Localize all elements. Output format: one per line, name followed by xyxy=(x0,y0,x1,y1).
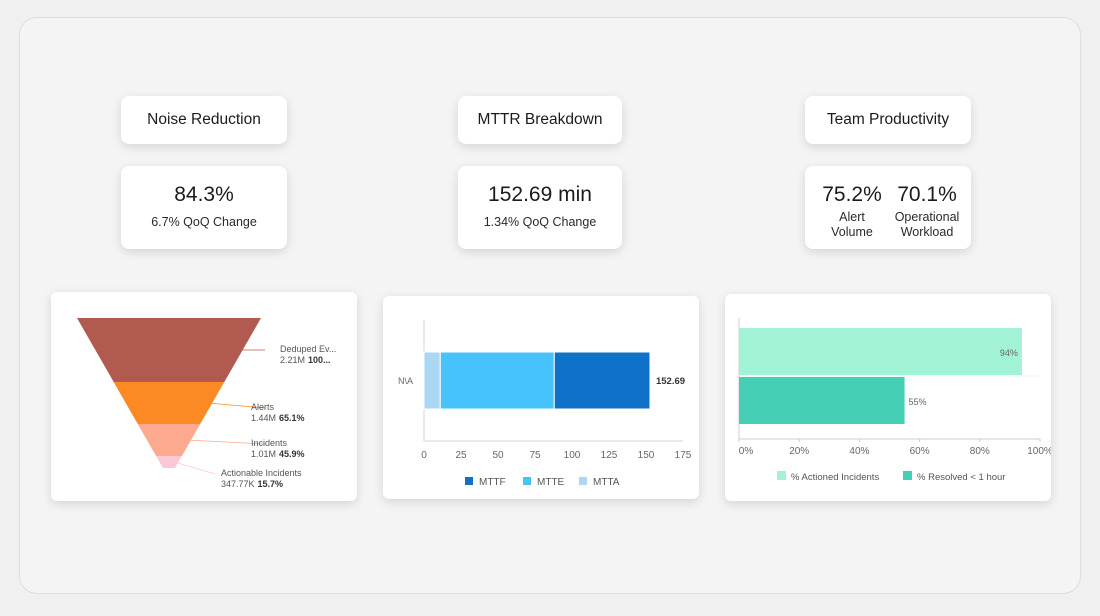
funnel-chart-card: Deduped Ev... 2.21M 100... Alerts 1.44M 65.1%… xyxy=(51,292,357,501)
mttr-legend-swatch-mtte xyxy=(523,477,531,485)
funnel-value-amount-1: 1.44M xyxy=(251,413,276,423)
prod-bar-0 xyxy=(739,328,1022,375)
mttr-bar-mtte xyxy=(439,351,555,410)
alert-volume-value: 75.2% xyxy=(822,183,882,206)
mttr-total-label: 152.69 xyxy=(656,376,685,387)
funnel-label-1: Alerts xyxy=(251,402,275,412)
mttr-x-tick-0: 0 xyxy=(421,450,427,461)
funnel-value-amount-3: 347.77K xyxy=(221,479,255,489)
mttr-x-tick-3: 75 xyxy=(529,450,541,461)
prod-bar-1 xyxy=(739,377,905,424)
mttr-bar-chart-card: 0 25 50 75 100 125 150 175 N\A 152.69 MTTF MTTE MTTA xyxy=(383,296,699,499)
prod-legend-swatch-0 xyxy=(777,471,786,480)
prod-bar-label-0: 94% xyxy=(1000,348,1018,358)
prod-x-tick-3: 60% xyxy=(910,446,930,457)
prod-legend-label-1: % Resolved < 1 hour xyxy=(917,472,1005,483)
funnel-leader-line-3 xyxy=(174,461,216,475)
funnel-segment-2 xyxy=(137,424,201,456)
prod-legend-swatch-1 xyxy=(903,471,912,480)
mttr-category-label: N\A xyxy=(398,376,413,386)
noise-reduction-title: Noise Reduction xyxy=(147,111,261,128)
mttr-legend-label-mttf: MTTF xyxy=(479,477,506,488)
funnel-value-pct-1: 65.1% xyxy=(279,413,305,423)
mttr-legend-label-mtta: MTTA xyxy=(593,477,620,488)
mttr-x-tick-5: 125 xyxy=(601,450,618,461)
mttr-legend-swatch-mtta xyxy=(579,477,587,485)
funnel-segment-3 xyxy=(156,456,182,468)
mttr-legend-label-mtte: MTTE xyxy=(537,477,565,488)
noise-reduction-metric-card: 84.3% 6.7% QoQ Change xyxy=(121,166,287,249)
funnel-label-3: Actionable Incidents xyxy=(221,468,302,478)
mttr-x-tick-7: 175 xyxy=(675,450,692,461)
mttr-x-tick-2: 50 xyxy=(492,450,504,461)
prod-x-tick-2: 40% xyxy=(849,446,869,457)
productivity-bar-chart: 0% 20% 40% 60% 80% 100% 94% 55% % Actioned Incid… xyxy=(738,318,1053,483)
funnel-value-amount-0: 2.21M xyxy=(280,355,305,365)
mttr-x-tick-1: 25 xyxy=(455,450,467,461)
mttr-bar-mttf xyxy=(553,351,651,410)
prod-x-tick-4: 80% xyxy=(970,446,990,457)
mttr-bar-mtta xyxy=(423,351,441,410)
team-productivity-metric-card: 75.2% Alert Volume 70.1% Operational Wor… xyxy=(805,166,971,249)
mttr-breakdown-title: MTTR Breakdown xyxy=(477,111,603,128)
funnel-leader-line-1 xyxy=(208,402,266,409)
funnel-value-1: 1.44M 65.1% xyxy=(251,413,305,423)
alert-volume-label-line2: Volume xyxy=(831,225,873,239)
mttr-breakdown-title-card: MTTR Breakdown xyxy=(458,96,622,144)
prod-x-tick-0: 0% xyxy=(739,446,754,457)
funnel-segment-1 xyxy=(113,382,225,424)
funnel-leader-line-2 xyxy=(187,439,266,445)
team-productivity-title: Team Productivity xyxy=(826,111,950,128)
alert-volume-label-line1: Alert xyxy=(839,210,865,224)
funnel-value-pct-2: 45.9% xyxy=(279,449,305,459)
mttr-x-tick-6: 150 xyxy=(638,450,655,461)
prod-bar-label-1: 55% xyxy=(909,397,927,407)
funnel-segment-0 xyxy=(77,318,261,382)
alert-volume-metric: 75.2% Alert Volume xyxy=(813,183,891,240)
funnel-value-pct-3: 15.7% xyxy=(258,479,284,489)
funnel-value-2: 1.01M 45.9% xyxy=(251,449,305,459)
team-productivity-title-card: Team Productivity xyxy=(805,96,971,144)
productivity-bar-chart-card: 0% 20% 40% 60% 80% 100% 94% 55% % Actioned Incid… xyxy=(725,294,1053,501)
mttr-value: 152.69 min xyxy=(488,183,592,206)
mttr-bar-chart: 0 25 50 75 100 125 150 175 N\A 152.69 MTTF MTTE MTTA xyxy=(398,320,692,488)
mttr-x-tick-4: 100 xyxy=(564,450,581,461)
prod-x-tick-5: 100% xyxy=(1027,446,1051,457)
operational-workload-metric: 70.1% Operational Workload xyxy=(887,183,967,240)
operational-workload-label-line1: Operational xyxy=(894,210,960,224)
operational-workload-label-line2: Workload xyxy=(900,225,954,239)
noise-reduction-title-card: Noise Reduction xyxy=(121,96,287,144)
funnel-value-3: 347.77K 15.7% xyxy=(221,479,283,489)
operational-workload-value: 70.1% xyxy=(897,183,957,206)
funnel-label-0: Deduped Ev... xyxy=(280,344,336,354)
funnel-value-pct-0: 100... xyxy=(308,355,331,365)
funnel-value-amount-2: 1.01M xyxy=(251,449,276,459)
noise-reduction-value: 84.3% xyxy=(174,183,234,206)
mttr-legend-swatch-mttf xyxy=(465,477,473,485)
funnel-value-0: 2.21M 100... xyxy=(280,355,331,365)
noise-reduction-qoq: 6.7% QoQ Change xyxy=(151,215,257,229)
mttr-qoq: 1.34% QoQ Change xyxy=(483,215,597,229)
mttr-metric-card: 152.69 min 1.34% QoQ Change xyxy=(458,166,622,249)
prod-legend-label-0: % Actioned Incidents xyxy=(791,472,879,483)
funnel-label-2: Incidents xyxy=(251,438,288,448)
prod-x-tick-1: 20% xyxy=(789,446,809,457)
